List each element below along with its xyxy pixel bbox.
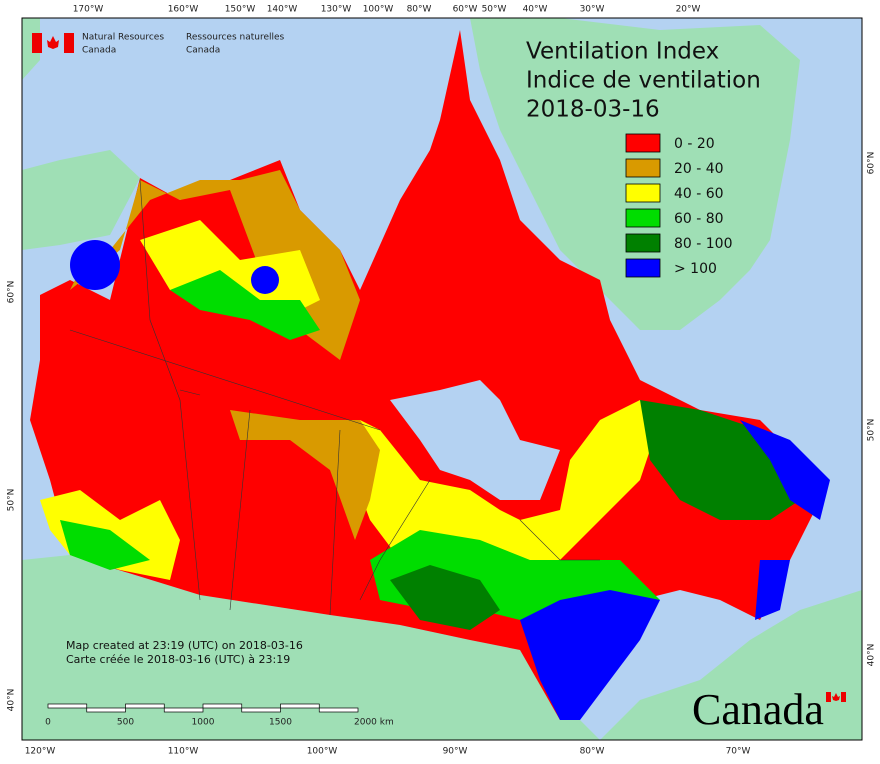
lat-label: 40°N (7, 689, 17, 712)
hudson-bay (390, 380, 560, 500)
flag-bar (826, 692, 831, 702)
legend-swatch (625, 158, 661, 178)
scale-label: 2000 km (354, 718, 394, 728)
lon-label: 90°W (443, 747, 468, 757)
map (21, 17, 863, 741)
date: 2018-03-16 (526, 97, 660, 123)
flag-bar (64, 33, 74, 53)
scale-bar: 0 500 1000 1500 2000 km (45, 703, 394, 728)
title-en: Ventilation Index (526, 39, 719, 65)
note-fr: Carte créée le 2018-03-16 (UTC) à 23:19 (66, 653, 290, 666)
lat-label: 60°N (867, 152, 877, 175)
nrcan-signature: Natural Resources Canada Ressources natu… (32, 33, 285, 56)
lon-label: 100°W (307, 747, 338, 757)
scale-label: 500 (117, 718, 134, 728)
lon-label: 130°W (321, 5, 352, 15)
zone-blue-nwt (251, 266, 279, 294)
lon-label: 40°W (523, 5, 548, 15)
lon-label: 100°W (363, 5, 394, 15)
maple-leaf (47, 36, 59, 49)
scale-segment (163, 707, 204, 713)
legend: 0 - 20 20 - 40 40 - 60 60 - 80 80 - 100 > 100 (625, 133, 733, 278)
wordmark: Canada (692, 685, 824, 734)
zone-darkgreen-ontario (390, 565, 500, 630)
lon-label: 70°W (726, 747, 751, 757)
zone-blue-quebec (520, 590, 660, 720)
org-en: Natural Resources (82, 33, 164, 43)
lon-label: 120°W (25, 747, 56, 757)
lon-label: 110°W (168, 747, 199, 757)
lon-label: 60°W (453, 5, 478, 15)
org-en2: Canada (82, 46, 116, 56)
lat-label: 50°N (867, 419, 877, 442)
province-borders (69, 179, 600, 616)
maple-leaf (832, 693, 840, 701)
lon-label: 30°W (580, 5, 605, 15)
lat-label: 40°N (867, 644, 877, 667)
zone-orange-north (70, 170, 360, 360)
lon-label: 20°W (676, 5, 701, 15)
lon-label: 150°W (225, 5, 256, 15)
legend-swatch (625, 258, 661, 278)
legend-swatch (625, 133, 661, 153)
scale-label: 1000 (192, 718, 215, 728)
lon-label: 170°W (73, 5, 104, 15)
alaska (22, 18, 140, 250)
scale-label: 0 (45, 718, 51, 728)
lon-label: 160°W (168, 5, 199, 15)
title-fr: Indice de ventilation (526, 68, 761, 94)
zone-green-north (170, 270, 320, 340)
org-fr2: Canada (186, 46, 220, 56)
wordmark-flag (826, 692, 846, 702)
scale-segment (202, 703, 243, 709)
lat-label: 50°N (7, 489, 17, 512)
scale-segment (47, 703, 88, 709)
zone-blue-atlantic (740, 420, 830, 620)
zone-green-bc (60, 520, 150, 570)
lon-label: 80°W (580, 747, 605, 757)
frame (21, 17, 863, 741)
scale-segment (125, 703, 165, 709)
scale-segment (318, 707, 359, 713)
legend-swatch (625, 183, 661, 203)
flag-bar (32, 33, 42, 53)
legend-label: 40 - 60 (674, 186, 724, 202)
legend-label: 60 - 80 (674, 211, 724, 227)
legend-label: 0 - 20 (674, 136, 715, 152)
lon-label: 50°W (482, 5, 507, 15)
scale-segment (280, 703, 320, 709)
org-fr: Ressources naturelles (186, 33, 285, 43)
graticule-labels: 170°W 160°W 150°W 140°W 130°W 100°W 80°W 60°W 50… (7, 5, 877, 757)
scale-segment (86, 707, 126, 713)
legend-label: > 100 (674, 261, 717, 277)
canada (30, 30, 820, 720)
lon-label: 80°W (407, 5, 432, 15)
zone-blue-yukon (70, 240, 120, 290)
legend-label: 20 - 40 (674, 161, 724, 177)
zone-orange-central (230, 410, 380, 540)
lon-label: 140°W (267, 5, 298, 15)
legend-swatch (625, 233, 661, 253)
legend-swatch (625, 208, 661, 228)
zone-yellow-north (140, 220, 320, 320)
note-en: Map created at 23:19 (UTC) on 2018-03-16 (66, 639, 303, 652)
united-states (22, 555, 862, 740)
legend-label: 80 - 100 (674, 236, 733, 252)
lat-label: 60°N (7, 281, 17, 304)
scale-label: 1500 (269, 718, 292, 728)
scale-segment (241, 707, 281, 713)
flag-bar (841, 692, 846, 702)
